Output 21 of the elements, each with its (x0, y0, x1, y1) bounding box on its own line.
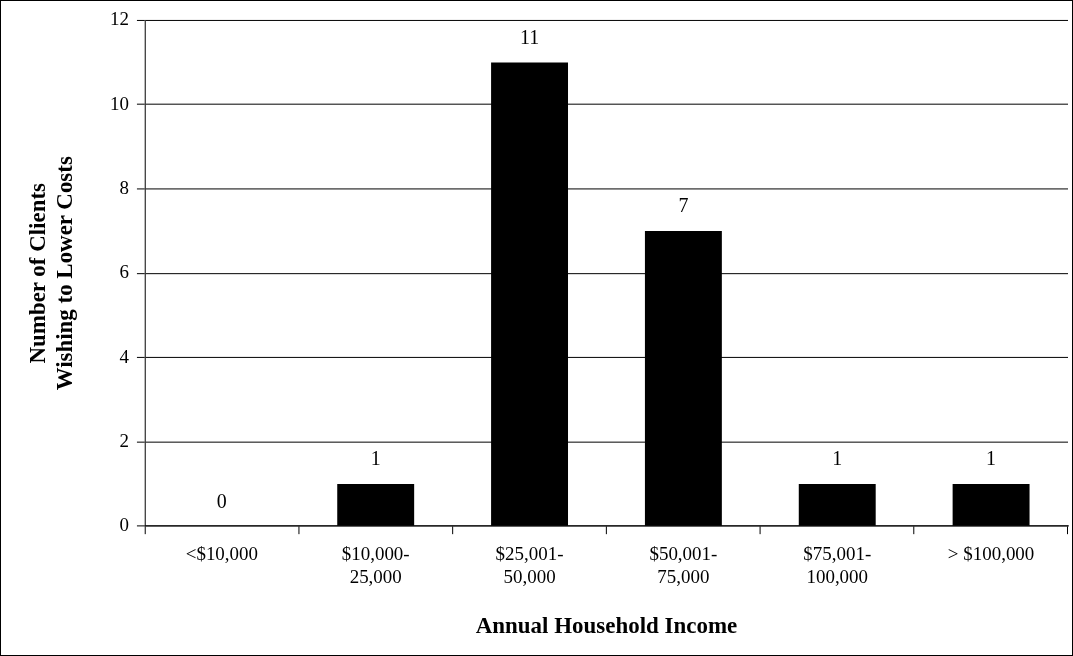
x-tick-label: $50,001-75,000 (649, 543, 718, 588)
x-tick-label: $10,000-25,000 (341, 543, 410, 588)
x-axis-title: Annual Household Income (475, 613, 738, 639)
x-tick-label: $25,001-50,000 (495, 543, 564, 588)
y-tick-label: 12 (110, 8, 129, 30)
data-label: 1 (370, 447, 381, 470)
data-label: 11 (519, 25, 540, 48)
y-tick-label: 6 (119, 261, 129, 283)
y-tick-label: 8 (119, 176, 129, 198)
data-label: 1 (832, 447, 843, 470)
y-axis-title: Number of Clients Wishing to Lower Costs (24, 156, 78, 391)
x-tick-label: > $100,000 (947, 543, 1035, 565)
y-tick-label: 2 (119, 429, 129, 451)
data-label: 7 (678, 194, 689, 217)
y-tick-label: 10 (110, 92, 129, 114)
data-label: 0 (216, 489, 227, 512)
x-tick-label: $75,001-100,000 (803, 543, 872, 588)
y-tick-label: 4 (119, 345, 130, 367)
data-label: 1 (986, 447, 997, 470)
x-tick-label: <$10,000 (185, 543, 258, 565)
y-tick-label: 0 (119, 514, 129, 536)
